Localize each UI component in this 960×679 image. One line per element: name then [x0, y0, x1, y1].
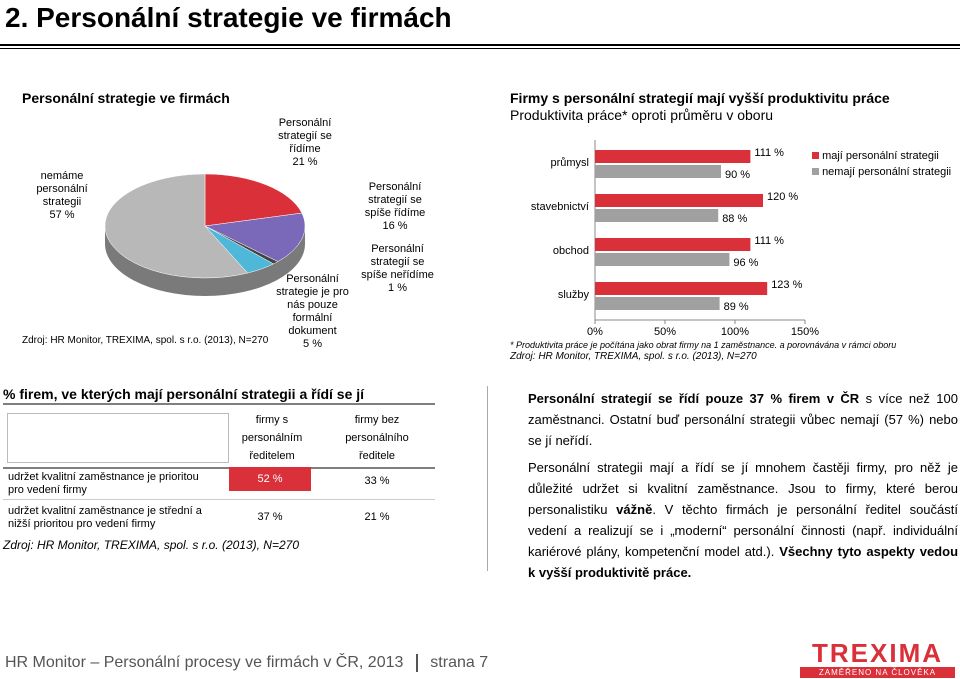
legend-swatch-red	[812, 152, 819, 159]
x-tick-label: 100%	[721, 326, 749, 338]
category-label: obchod	[553, 245, 589, 257]
title-rule-thin	[0, 48, 960, 49]
table-header-blank	[7, 413, 229, 463]
footer-separator	[415, 654, 418, 672]
pie-title: Personální strategie ve firmách	[22, 90, 230, 106]
data-label: 111 %	[754, 147, 784, 159]
pie-side	[105, 226, 305, 296]
x-tick-label: 0%	[587, 326, 603, 338]
table-col1-header: firmy s personálním ředitelem	[241, 414, 303, 462]
x-tick-label: 150%	[791, 326, 819, 338]
footer-text: HR Monitor – Personální procesy ve firmá…	[5, 654, 489, 672]
row-value-1: 37 %	[257, 511, 283, 523]
row-label: udržet kvalitní zaměstnance je střední a…	[8, 505, 202, 530]
table-row: udržet kvalitní zaměstnance je střední a…	[3, 503, 435, 533]
bar-nemaji	[595, 209, 719, 222]
title-rule	[0, 44, 960, 46]
bar-subtitle: Produktivita práce* oproti průměru v obo…	[510, 107, 774, 123]
bar-source: Zdroj: HR Monitor, TREXIMA, spol. s r.o.…	[510, 351, 757, 362]
bar-nemaji	[595, 165, 721, 178]
trexima-logo: TREXIMA	[812, 638, 943, 668]
legend: mají personální strategii nemají personá…	[812, 150, 951, 178]
page-title: 2. Personální strategie ve firmách	[5, 2, 452, 33]
table-header: firmy s personálním ředitelem firmy bez per…	[3, 405, 435, 467]
row-value-2: 21 %	[364, 511, 390, 523]
table-title: % firem, ve kterých mají personální stra…	[3, 386, 365, 402]
data-label: 120 %	[767, 191, 798, 203]
pie-chart	[104, 173, 306, 296]
data-label: 89 %	[724, 301, 749, 313]
data-label: 90 %	[725, 169, 750, 181]
legend-swatch-gray	[812, 168, 819, 175]
data-label: 96 %	[733, 257, 758, 269]
x-tick-label: 50%	[654, 326, 676, 338]
legend-item-nemaji: nemají personální strategii	[812, 166, 951, 178]
pie-slice-ridime	[204, 173, 303, 227]
bar-chart: 0% 50% 100% 150% průmysl 111 % 90 % stavebnictv…	[531, 140, 819, 338]
pie-label-formalni: Personální strategie je pro nás pouze formá…	[276, 273, 349, 350]
table-row: udržet kvalitní zaměstnance je prioritou…	[3, 467, 435, 500]
logo-tagline: ZAMĚŘENO NA ČLOVĚKA	[800, 667, 955, 678]
bar-nemaji	[595, 253, 730, 266]
paragraph-1: Personální strategií se řídí pouze 37 % …	[528, 391, 958, 448]
pie-label-spise-ridime: Personální strategií se spíše řídíme 16 %	[364, 181, 426, 232]
pie-label-nemame: nemáme personální strategii 57 %	[36, 170, 88, 221]
bar-note: * Produktivita práce je počítána jako ob…	[510, 340, 897, 350]
pie-slice-spise-ridime	[204, 212, 306, 262]
pie-label-ridime: Personální strategií se řídíme 21 %	[278, 117, 332, 168]
divider	[487, 386, 488, 571]
bar-maji	[595, 150, 751, 163]
summary-text: Personální strategií se řídí pouze 37 % …	[528, 388, 958, 583]
pie-label-spise-neridime: Personální strategií se spíše neřídíme 1 %	[361, 243, 434, 294]
data-label: 88 %	[722, 213, 747, 225]
bar-maji	[595, 238, 751, 251]
category-label: služby	[558, 289, 590, 301]
category-label: stavebnictví	[531, 201, 589, 213]
table-source: Zdroj: HR Monitor, TREXIMA, spol. s r.o.…	[3, 538, 299, 552]
data-label: 123 %	[771, 279, 802, 291]
pie-slice-nemame	[104, 173, 249, 279]
row-value-1: 52 %	[229, 467, 311, 491]
bar-maji	[595, 194, 763, 207]
legend-item-maji: mají personální strategii	[812, 150, 951, 162]
row-label: udržet kvalitní zaměstnance je prioritou…	[8, 471, 199, 496]
bar-nemaji	[595, 297, 720, 310]
pie-source: Zdroj: HR Monitor, TREXIMA, spol. s r.o.…	[22, 335, 269, 346]
row-value-2: 33 %	[364, 475, 390, 487]
bar-title: Firmy s personální strategií mají vyšší …	[510, 90, 890, 106]
table-col2-header: firmy bez personálního ředitele	[345, 414, 409, 462]
category-label: průmysl	[550, 157, 589, 169]
bar-maji	[595, 282, 768, 295]
paragraph-2: Personální strategii mají a řídí se jí m…	[528, 460, 959, 580]
data-label: 111 %	[754, 235, 784, 247]
